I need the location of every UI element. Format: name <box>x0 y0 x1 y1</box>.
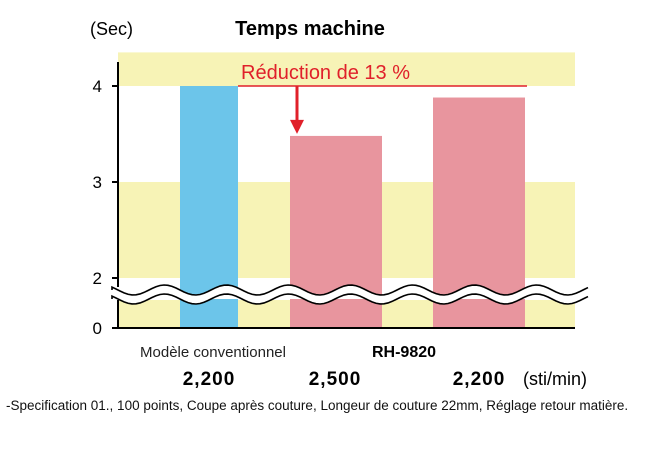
band-1 <box>118 52 575 86</box>
break-line-bottom <box>111 293 589 305</box>
break-gap <box>112 285 588 304</box>
axes <box>112 62 575 329</box>
y-tick-label-4: 4 <box>93 77 102 96</box>
annotation-arrow-head <box>290 119 304 134</box>
annotation-text: Réduction de 13 % <box>241 62 410 84</box>
group-label-conventional: Modèle conventionnel <box>140 344 286 361</box>
group-label-rh9820: RH-9820 <box>372 344 436 361</box>
y-axis-label: (Sec) <box>90 19 133 39</box>
footnote: -Specification 01., 100 points, Coupe ap… <box>6 398 629 413</box>
break-line-top <box>111 284 589 296</box>
chart-title: Temps machine <box>235 18 385 40</box>
category-label-3: 2,200 <box>453 369 506 390</box>
category-label-2: 2,500 <box>309 369 362 390</box>
y-tick-label-2: 2 <box>93 269 102 288</box>
y-tick-labels: 0 2 3 4 <box>93 77 102 338</box>
x-unit-label: (sti/min) <box>523 369 587 389</box>
category-label-1: 2,200 <box>183 369 236 390</box>
axis-break <box>111 284 591 305</box>
reduction-annotation: Réduction de 13 % <box>238 62 527 134</box>
y-tick-label-3: 3 <box>93 173 102 192</box>
y-tick-label-0: 0 <box>93 319 102 338</box>
